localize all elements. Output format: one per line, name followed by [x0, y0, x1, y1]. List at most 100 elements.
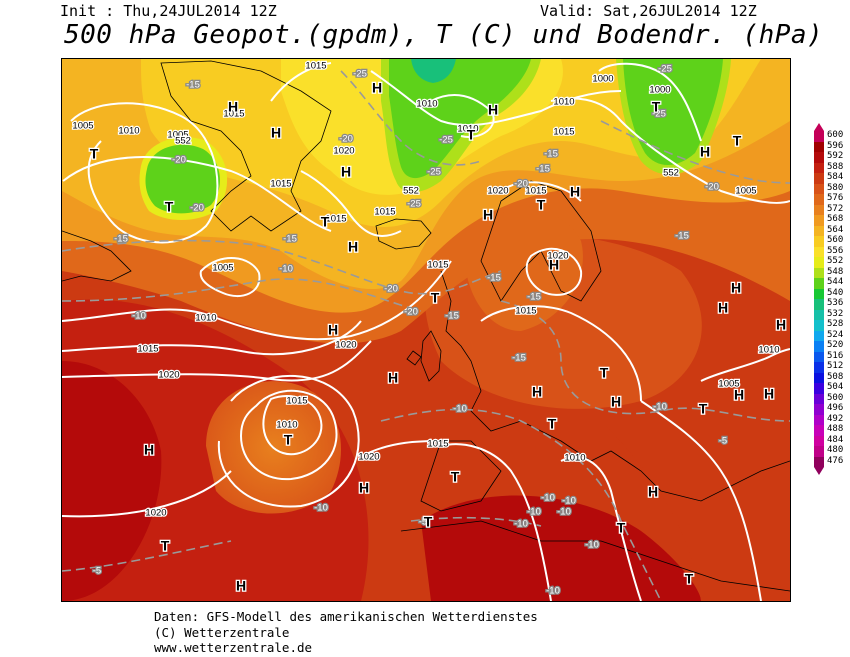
isotherm-label: -15 [536, 164, 550, 175]
high-pressure-marker: H [488, 102, 498, 118]
legend-level-label: 528 [827, 319, 844, 329]
low-pressure-marker: T [321, 214, 330, 230]
coastline-canada [62, 230, 132, 282]
isotherm-label: -10 [279, 264, 293, 275]
isotherm-label: -15 [487, 273, 501, 284]
legend-level-label: 552 [827, 256, 844, 266]
legend-swatch [814, 278, 824, 289]
footer-line-3: www.wetterzentrale.de [154, 640, 313, 655]
geopotential-contour-label: 552 [663, 168, 679, 179]
isotherm-label: -10 [585, 540, 599, 551]
high-pressure-marker: H [144, 442, 154, 458]
legend-min-arrow [814, 467, 824, 475]
isobar-label: 1015 [305, 61, 326, 72]
legend-swatch [814, 236, 824, 247]
geopotential-contour-label: 552 [403, 186, 419, 197]
high-pressure-marker: H [388, 370, 398, 386]
chart-title: 500 hPa Geopot.(gpdm), T (C) und Bodendr… [64, 20, 824, 50]
isotherm-label: -10 [514, 519, 528, 530]
low-pressure-marker: T [161, 538, 170, 554]
legend-row: 492 [814, 413, 848, 425]
isotherm-label: -20 [384, 284, 398, 295]
legend-level-label: 584 [827, 172, 844, 182]
legend-swatch [814, 225, 824, 236]
low-pressure-marker: T [617, 520, 626, 536]
isotherm-label: -10 [562, 496, 576, 507]
geopotential-contour-label: 552 [175, 136, 191, 147]
legend-level-label: 556 [827, 245, 844, 256]
legend-swatch [814, 383, 824, 394]
legend-level-label: 496 [827, 403, 844, 413]
legend-level-label: 484 [827, 434, 844, 445]
legend-level-label: 588 [827, 161, 844, 172]
low-pressure-marker: T [685, 571, 694, 587]
legend-swatch [814, 404, 824, 415]
isotherm-label: -20 [514, 179, 528, 190]
isotherm-label: -10 [314, 503, 328, 514]
isotherm-label: -15 [114, 234, 128, 245]
legend-row: 596 [814, 141, 848, 152]
isobar-label: 1015 [325, 214, 346, 225]
isobars [62, 62, 790, 601]
isotherms [62, 70, 790, 601]
legend-level-label: 540 [827, 287, 844, 298]
isotherm-label: -25 [353, 69, 367, 80]
field-low-norwegian-core [389, 59, 531, 179]
field-africa-deep [421, 495, 701, 601]
isotherm-label: -20 [705, 182, 719, 193]
isobar-label: 1010 [758, 345, 779, 356]
isobar-label: 1005 [72, 121, 93, 132]
legend-level-label: 592 [827, 151, 844, 161]
legend-swatch [814, 425, 824, 436]
legend-swatch [814, 267, 824, 278]
isobar-label: 1015 [137, 344, 158, 355]
legend-level-label: 548 [827, 266, 844, 277]
low-pressure-marker: T [90, 146, 99, 162]
isotherm-label: -20 [190, 203, 204, 214]
high-pressure-marker: H [700, 144, 710, 160]
data-source-footer: Daten: GFS-Modell des amerikanischen Wet… [154, 609, 538, 656]
high-pressure-marker: H [372, 80, 382, 96]
isotherm-label: -10 [546, 586, 560, 597]
legend-row: 476 [814, 455, 848, 467]
high-pressure-marker: H [359, 480, 369, 496]
low-pressure-marker: T [431, 290, 440, 306]
legend-swatch [814, 215, 824, 226]
legend-level-label: 504 [827, 382, 844, 392]
high-pressure-marker: H [764, 386, 774, 402]
legend-swatch [814, 141, 824, 152]
legend-row: 520 [814, 340, 848, 352]
isobar-label: 1010 [276, 420, 297, 431]
coastline-uk [406, 330, 442, 382]
legend-max-arrow [814, 123, 824, 131]
isotherm-label: -15 [527, 292, 541, 303]
isobar-label: 1020 [333, 146, 354, 157]
high-pressure-marker: H [271, 125, 281, 141]
legend-swatch [814, 330, 824, 341]
legend-row: 532 [814, 308, 848, 320]
low-pressure-marker: T [600, 365, 609, 381]
legend-row: 572 [814, 204, 848, 215]
low-pressure-marker: T [451, 469, 460, 485]
legend-swatch [814, 351, 824, 362]
legend-level-label: 508 [827, 371, 844, 382]
low-pressure-marker: T [537, 197, 546, 213]
field-scand-orange [466, 209, 583, 331]
legend-swatch [814, 288, 824, 299]
low-pressure-marker: T [699, 401, 708, 417]
legend-row: 496 [814, 403, 848, 415]
isobar-label: 1015 [427, 439, 448, 450]
legend-swatch [814, 456, 824, 467]
legend-swatch [814, 204, 824, 215]
legend-level-label: 492 [827, 413, 844, 424]
legend-level-label: 532 [827, 308, 844, 319]
high-pressure-marker: H [228, 99, 238, 115]
isobar-label: 1000 [649, 85, 670, 96]
isotherm-label: -10 [557, 507, 571, 518]
isobar-label: 1015 [427, 260, 448, 271]
legend-swatch [814, 246, 824, 257]
high-pressure-marker: H [348, 239, 358, 255]
legend-level-label: 476 [827, 455, 844, 466]
isotherm-label: -5 [419, 517, 427, 528]
init-time-label: Init : Thu,24JUL2014 12Z [60, 2, 277, 20]
